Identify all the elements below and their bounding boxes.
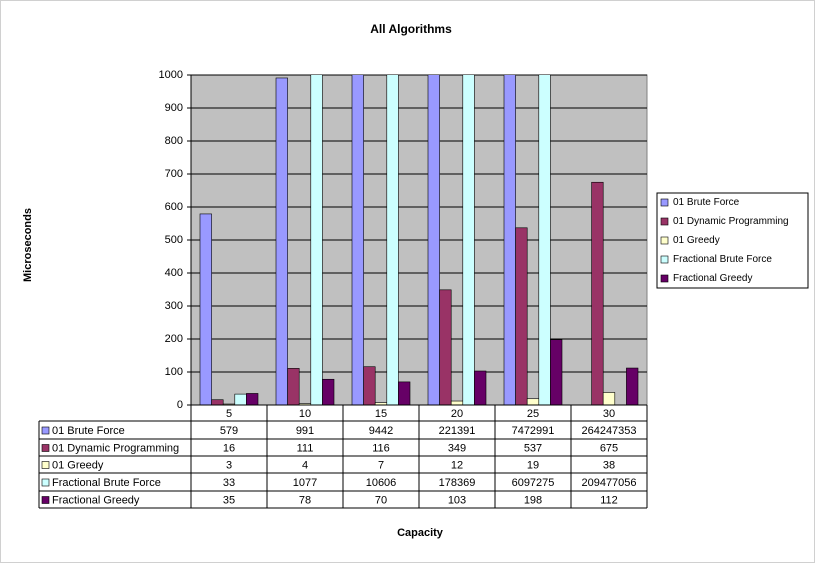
y-tick-label: 300 xyxy=(165,300,183,312)
table-cell: 4 xyxy=(302,459,308,471)
bar xyxy=(322,378,335,405)
bar xyxy=(474,370,487,405)
legend-label: 01 Brute Force xyxy=(673,197,740,208)
bar xyxy=(351,75,364,405)
bar xyxy=(439,289,452,405)
bar xyxy=(398,381,411,405)
y-tick-label: 700 xyxy=(165,168,183,180)
table-cell: 209477056 xyxy=(581,477,636,489)
table-cell: 991 xyxy=(296,425,314,437)
x-tick-label: 10 xyxy=(299,408,311,420)
table-cell: 103 xyxy=(448,494,466,506)
table-cell: 12 xyxy=(451,459,463,471)
bar xyxy=(503,75,516,405)
table-cell: 35 xyxy=(223,494,235,506)
bar xyxy=(515,227,528,405)
bar xyxy=(199,213,212,405)
table-cell: 33 xyxy=(223,477,235,489)
bar xyxy=(310,75,323,405)
y-tick-label: 900 xyxy=(165,102,183,114)
legend-label: Fractional Brute Force xyxy=(673,254,772,265)
table-cell: 178369 xyxy=(439,477,476,489)
legend-label: Fractional Greedy xyxy=(673,273,752,284)
bar xyxy=(386,75,399,405)
table-cell: 675 xyxy=(600,442,618,454)
table-cell: 7 xyxy=(378,459,384,471)
bar xyxy=(626,367,639,405)
table-cell: 116 xyxy=(372,442,390,454)
table-cell: 6097275 xyxy=(512,477,555,489)
table-row-label: 01 Brute Force xyxy=(52,425,125,437)
table-cell: 112 xyxy=(600,494,618,506)
table-cell: 70 xyxy=(375,494,387,506)
x-tick-label: 25 xyxy=(527,408,539,420)
legend-key xyxy=(41,426,50,435)
x-tick-label: 5 xyxy=(226,408,232,420)
table-row-label: Fractional Brute Force xyxy=(52,477,161,489)
table-cell: 198 xyxy=(524,494,542,506)
bar xyxy=(211,399,224,405)
table-cell: 1077 xyxy=(293,477,317,489)
table-cell: 38 xyxy=(603,459,615,471)
bars xyxy=(199,75,639,405)
x-tick-label: 15 xyxy=(375,408,387,420)
bar xyxy=(287,368,300,405)
y-tick-label: 600 xyxy=(165,201,183,213)
legend-key xyxy=(660,217,669,226)
table-row-label: Fractional Greedy xyxy=(52,494,140,506)
legend-key xyxy=(660,236,669,245)
legend-key xyxy=(660,274,669,283)
table-cell: 16 xyxy=(223,442,235,454)
y-tick-label: 100 xyxy=(165,366,183,378)
bar xyxy=(246,393,259,405)
table-cell: 111 xyxy=(297,442,314,454)
x-tick-label: 30 xyxy=(603,408,615,420)
legend-key xyxy=(41,444,50,452)
legend-key xyxy=(660,255,669,264)
bar xyxy=(526,398,540,405)
legend-label: 01 Greedy xyxy=(673,235,720,246)
x-tick-label: 20 xyxy=(451,408,463,420)
table-cell: 579 xyxy=(220,425,238,437)
bar xyxy=(450,400,464,405)
table-cell: 537 xyxy=(524,442,542,454)
x-axis-label: Capacity xyxy=(397,527,444,539)
y-tick-label: 200 xyxy=(165,333,183,345)
bar xyxy=(591,181,604,405)
bar xyxy=(427,75,440,405)
legend-key xyxy=(41,496,50,504)
legend-key xyxy=(41,461,50,469)
y-tick-label: 500 xyxy=(165,234,183,246)
bar xyxy=(462,75,475,405)
y-tick-label: 400 xyxy=(165,267,183,279)
table-cell: 19 xyxy=(527,459,539,471)
legend-key xyxy=(41,478,50,487)
table-row-label: 01 Dynamic Programming xyxy=(52,442,179,454)
bar xyxy=(538,75,551,405)
table-cell: 264247353 xyxy=(581,425,636,437)
table-cell: 3 xyxy=(226,459,232,471)
bar xyxy=(602,392,616,405)
bar xyxy=(234,393,247,405)
y-tick-label: 1000 xyxy=(159,69,183,81)
table-cell: 10606 xyxy=(366,477,397,489)
y-tick-label: 800 xyxy=(165,135,183,147)
table-cell: 9442 xyxy=(369,425,393,437)
table-cell: 349 xyxy=(448,442,466,454)
table-row-label: 01 Greedy xyxy=(52,459,104,471)
y-axis-label: Microseconds xyxy=(22,208,34,282)
legend-key xyxy=(660,198,669,207)
chart-title: All Algorithms xyxy=(370,22,452,36)
legend-label: 01 Dynamic Programming xyxy=(673,216,789,227)
table-cell: 221391 xyxy=(439,425,476,437)
table-cell: 78 xyxy=(299,494,311,506)
bar xyxy=(275,77,288,405)
bar xyxy=(550,339,563,405)
bar xyxy=(363,366,376,405)
table-cell: 7472991 xyxy=(512,425,555,437)
y-tick-label: 0 xyxy=(177,399,183,411)
legend-box xyxy=(656,192,809,289)
